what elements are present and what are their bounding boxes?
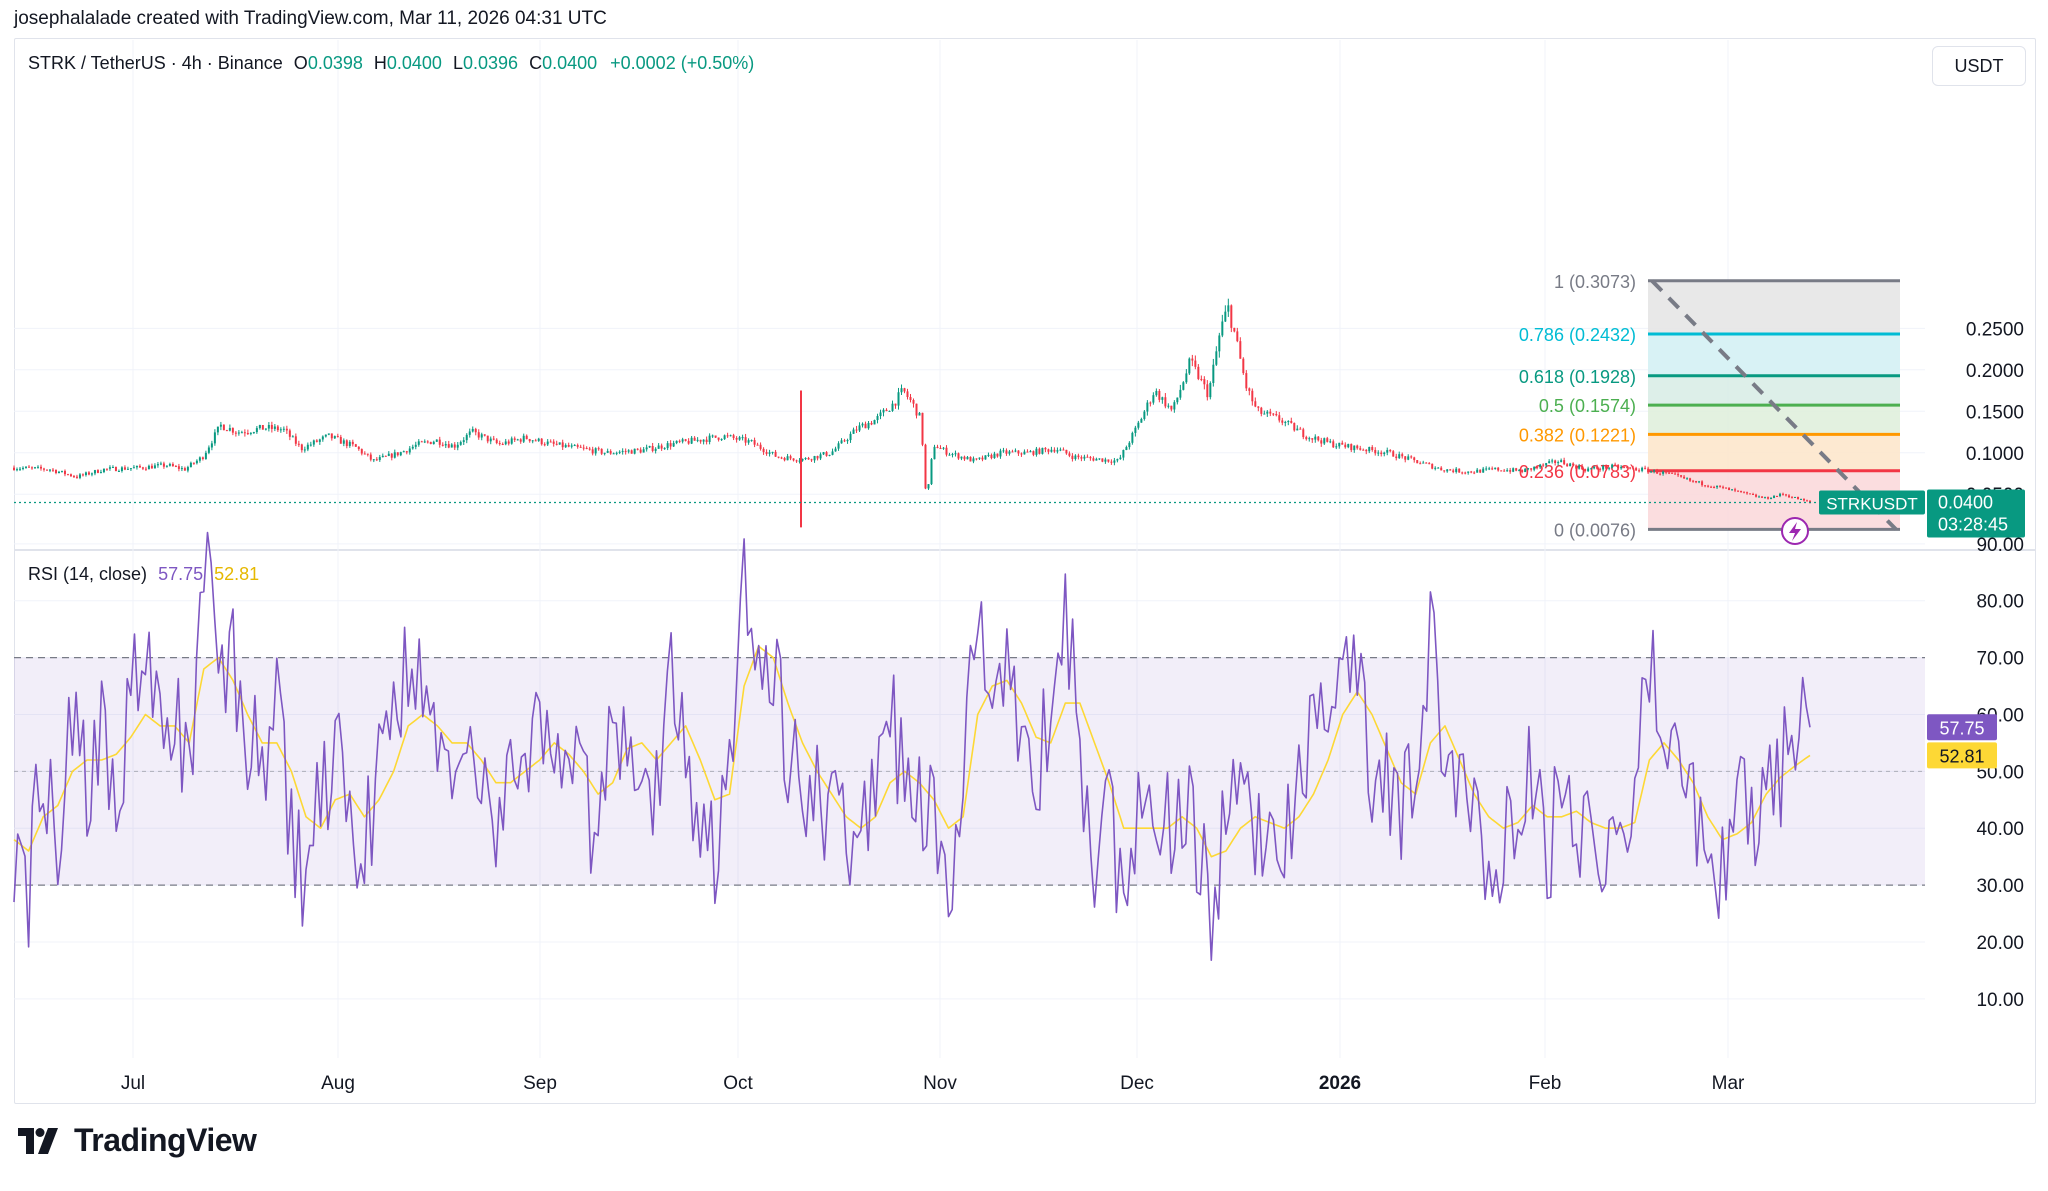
rsi-ma-value: 52.81 [214,564,260,584]
high-label: H [373,53,387,73]
tradingview-logo[interactable]: TradingView [18,1122,257,1159]
chart-frame [14,38,2036,1104]
tradingview-logo-icon [18,1127,58,1154]
symbol-legend: STRK / TetherUS · 4h · Binance O0.0398 H… [28,53,754,74]
attribution-text: josephalalade created with TradingView.c… [14,8,607,29]
high-value: 0.0400 [386,53,442,73]
low-value: 0.0396 [462,53,519,73]
open-label: O [293,53,308,73]
tradingview-logo-text: TradingView [74,1122,257,1158]
symbol-pair[interactable]: STRK / TetherUS · 4h · Binance [28,53,283,73]
currency-button[interactable]: USDT [1932,46,2026,86]
rsi-legend: RSI (14, close) 57.75 52.81 [28,564,259,585]
rsi-title[interactable]: RSI (14, close) [28,564,148,584]
open-value: 0.0398 [307,53,363,73]
low-label: L [452,53,463,73]
rsi-value: 57.75 [158,564,204,584]
close-value: 0.0400 [542,53,598,73]
close-label: C [529,53,543,73]
change-value: +0.0002 (+0.50%) [610,53,755,73]
